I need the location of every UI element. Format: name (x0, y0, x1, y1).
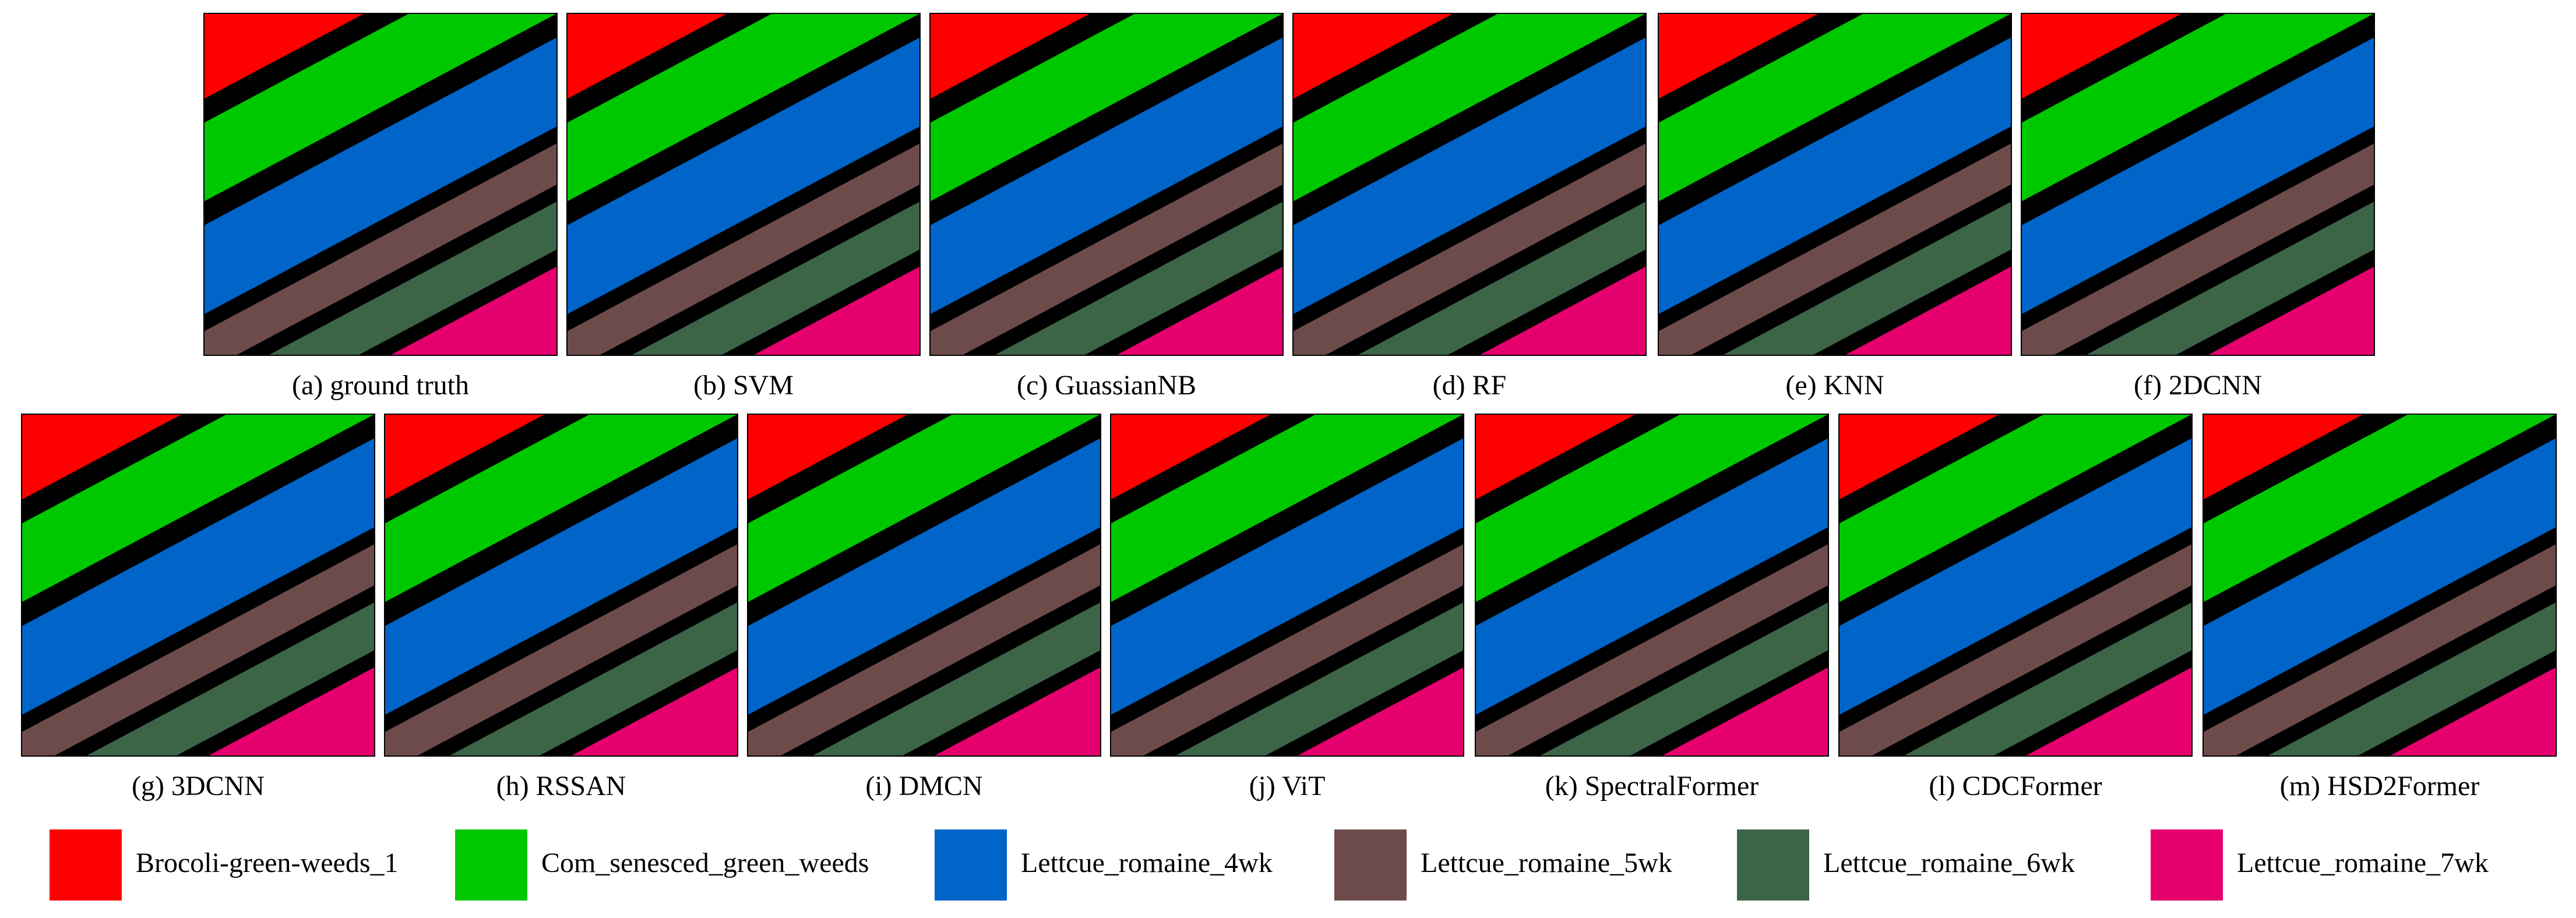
legend-label: Lettcue_romaine_6wk (1823, 848, 2075, 878)
map-border (21, 414, 375, 757)
panel-caption: (f) 2DCNN (2134, 370, 2262, 401)
map-border (384, 414, 738, 757)
map-region (930, 143, 1283, 355)
map-border (1838, 414, 2193, 757)
map-border (2203, 414, 2557, 757)
panel-caption: (e) KNN (1785, 370, 1884, 401)
map-region (930, 37, 1283, 315)
map-region (1839, 544, 2192, 756)
classification-map (930, 13, 1283, 355)
classification-map (2021, 13, 2374, 355)
classification-map (1293, 13, 1646, 355)
legend-label: Com_senesced_green_weeds (541, 848, 869, 878)
panel-caption: (m) HSD2Former (2280, 771, 2480, 802)
map-border (566, 13, 921, 356)
map-border (1658, 13, 2012, 356)
legend-label: Lettcue_romaine_4wk (1021, 848, 1273, 878)
classification-map (204, 13, 557, 355)
map-region (1475, 438, 1828, 715)
classification-map (2203, 414, 2556, 756)
map-region (204, 13, 365, 99)
map-region (1111, 438, 1464, 715)
panel-caption: (c) GuassianNB (1017, 370, 1196, 401)
map-border (2021, 13, 2375, 356)
map-region (1839, 438, 2192, 715)
legend-swatch (935, 829, 1007, 901)
classification-map (1475, 414, 1828, 756)
map-region (567, 37, 920, 315)
legend-swatch (1334, 829, 1407, 901)
map-region (748, 544, 1101, 756)
classification-map (748, 414, 1101, 756)
map-region (204, 143, 557, 355)
map-region (22, 438, 375, 715)
legend-swatch (50, 829, 122, 901)
map-region (2021, 37, 2374, 315)
classification-map (1111, 414, 1464, 756)
map-region (1658, 143, 2011, 355)
map-border (203, 13, 558, 356)
map-region (2203, 438, 2556, 715)
map-region (2203, 544, 2556, 756)
map-region (1475, 544, 1828, 756)
panel-caption: (h) RSSAN (496, 771, 626, 802)
legend-swatch (2151, 829, 2223, 901)
panel-caption: (a) ground truth (292, 370, 469, 401)
map-region (22, 544, 375, 756)
map-border (1475, 414, 1829, 757)
legend-swatch (1737, 829, 1809, 901)
map-region (1293, 37, 1646, 315)
classification-map (1839, 414, 2192, 756)
legend-label: Brocoli-green-weeds_1 (136, 848, 399, 878)
map-region (385, 544, 738, 756)
classification-map (1658, 13, 2011, 355)
panel-caption: (l) CDCFormer (1929, 771, 2102, 802)
panel-caption: (k) SpectralFormer (1545, 771, 1759, 802)
map-region (1111, 544, 1464, 756)
map-region (567, 143, 920, 355)
classification-map (385, 414, 738, 756)
map-border (929, 13, 1284, 356)
map-region (748, 438, 1101, 715)
classification-map (22, 414, 375, 756)
map-region (385, 438, 738, 715)
legend-label: Lettcue_romaine_7wk (2237, 848, 2489, 878)
map-region (1293, 143, 1646, 355)
legend-swatch (455, 829, 527, 901)
map-region (1658, 37, 2011, 315)
panel-caption: (j) ViT (1249, 771, 1326, 802)
panel-caption: (d) RF (1433, 370, 1507, 401)
map-region (2021, 143, 2374, 355)
panel-caption: (g) 3DCNN (132, 771, 265, 802)
map-border (1110, 414, 1464, 757)
map-border (1292, 13, 1647, 356)
panel-caption: (i) DMCN (865, 771, 982, 802)
map-region (204, 37, 557, 315)
classification-map (567, 13, 920, 355)
legend-label: Lettcue_romaine_5wk (1421, 848, 1672, 878)
map-region (22, 414, 182, 500)
map-border (747, 414, 1101, 757)
panel-caption: (b) SVM (693, 370, 794, 401)
